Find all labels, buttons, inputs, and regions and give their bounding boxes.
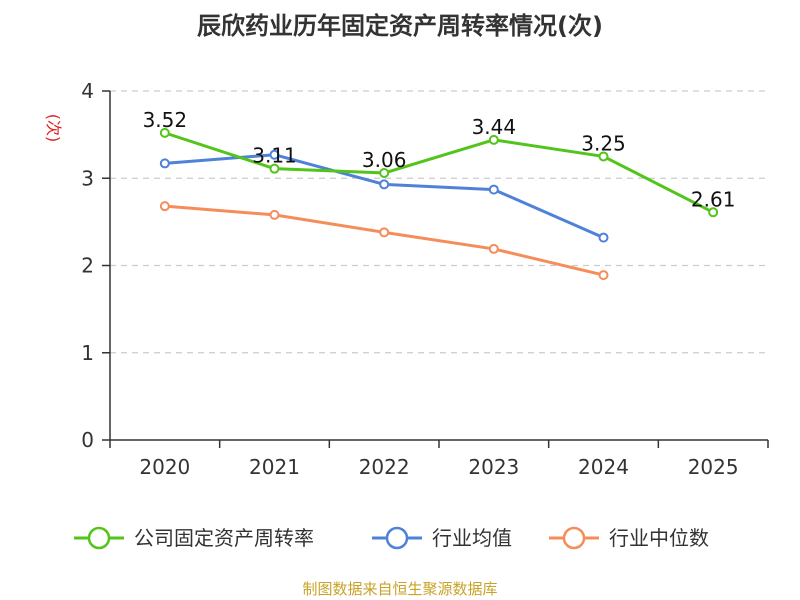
series-point-1 xyxy=(269,149,280,160)
data-label: 3.25 xyxy=(581,131,626,155)
series-point-0 xyxy=(269,163,280,174)
series-point-0 xyxy=(708,207,719,218)
x-tick-label: 2025 xyxy=(688,455,739,479)
data-label: 3.44 xyxy=(472,115,517,139)
y-axis-label: (次) xyxy=(44,114,63,143)
series-point-0 xyxy=(159,127,170,138)
series-point-0 xyxy=(379,168,390,179)
legend-label-0: 公司固定资产周转率 xyxy=(134,526,314,550)
legend-label-1: 行业均值 xyxy=(432,526,512,550)
footer-source: 制图数据来自恒生聚源数据库 xyxy=(302,580,498,598)
series-point-1 xyxy=(598,232,609,243)
series-point-2 xyxy=(379,227,390,238)
data-label: 3.11 xyxy=(252,144,297,168)
x-tick-label: 2020 xyxy=(139,455,190,479)
data-label: 3.06 xyxy=(362,148,407,172)
legend-marker-0 xyxy=(87,526,111,550)
series-line-2 xyxy=(164,204,604,277)
y-tick-label: 2 xyxy=(81,254,94,278)
series-point-2 xyxy=(269,209,280,220)
series-point-2 xyxy=(598,270,609,281)
x-tick-label: 2021 xyxy=(249,455,300,479)
legend-marker-1 xyxy=(385,526,409,550)
y-tick-label: 0 xyxy=(81,428,94,452)
y-tick-label: 3 xyxy=(81,166,94,190)
series-point-0 xyxy=(488,134,499,145)
y-tick-label: 1 xyxy=(81,341,94,365)
x-tick-label: 2023 xyxy=(468,455,519,479)
x-tick-label: 2022 xyxy=(359,455,410,479)
x-tick-label: 2024 xyxy=(578,455,629,479)
y-tick-label: 4 xyxy=(81,79,94,103)
series-line-0 xyxy=(164,131,714,214)
series-point-2 xyxy=(159,201,170,212)
series-point-1 xyxy=(488,184,499,195)
data-label: 2.61 xyxy=(691,187,736,211)
series-point-0 xyxy=(598,151,609,162)
series-point-1 xyxy=(159,158,170,169)
legend-label-2: 行业中位数 xyxy=(609,526,709,550)
series-point-2 xyxy=(488,243,499,254)
data-label: 3.52 xyxy=(143,108,188,132)
legend-marker-2 xyxy=(562,526,586,550)
series-point-1 xyxy=(379,179,390,190)
chart-title: 辰欣药业历年固定资产周转率情况(次) xyxy=(197,12,603,40)
